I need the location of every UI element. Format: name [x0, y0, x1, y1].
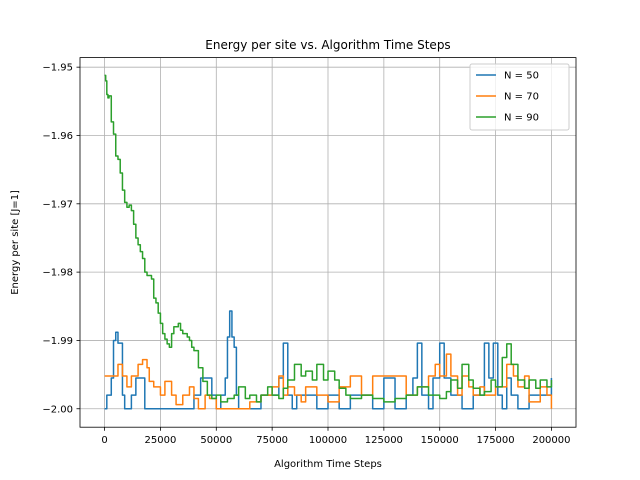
y-tick-label: −2.00	[42, 404, 73, 415]
y-tick-label: −1.96	[42, 131, 73, 142]
chart-title: Energy per site vs. Algorithm Time Steps	[205, 38, 450, 52]
y-tick-label: −1.99	[42, 336, 73, 347]
y-tick-label: −1.97	[42, 199, 73, 210]
ticks: 0 25000 50000 75000 100000 125000 150000 175000…	[42, 63, 570, 447]
x-tick-label: 75000	[256, 435, 288, 446]
x-axis-label: Algorithm Time Steps	[274, 459, 382, 470]
x-tick-label: 150000	[421, 435, 459, 446]
series-line-2	[104, 353, 553, 410]
x-tick-label: 175000	[476, 435, 514, 446]
legend-label-1: N = 50	[504, 71, 539, 82]
y-tick-label: −1.95	[42, 63, 73, 74]
x-tick-label: 100000	[309, 435, 347, 446]
x-tick-label: 25000	[145, 435, 177, 446]
y-tick-label: −1.98	[42, 268, 73, 279]
legend-frame	[469, 63, 570, 131]
x-tick-label: 125000	[365, 435, 403, 446]
series-line-3	[104, 74, 553, 403]
legend-label-3: N = 90	[504, 113, 539, 124]
y-axis-label: Energy per site [J=1]	[10, 190, 21, 295]
legend-label-2: N = 70	[504, 92, 539, 103]
legend: N = 50 N = 70 N = 90	[469, 63, 570, 131]
x-tick-label: 200000	[532, 435, 570, 446]
series-group	[104, 74, 553, 410]
x-tick-label: 0	[101, 435, 107, 446]
x-tick-label: 50000	[200, 435, 232, 446]
